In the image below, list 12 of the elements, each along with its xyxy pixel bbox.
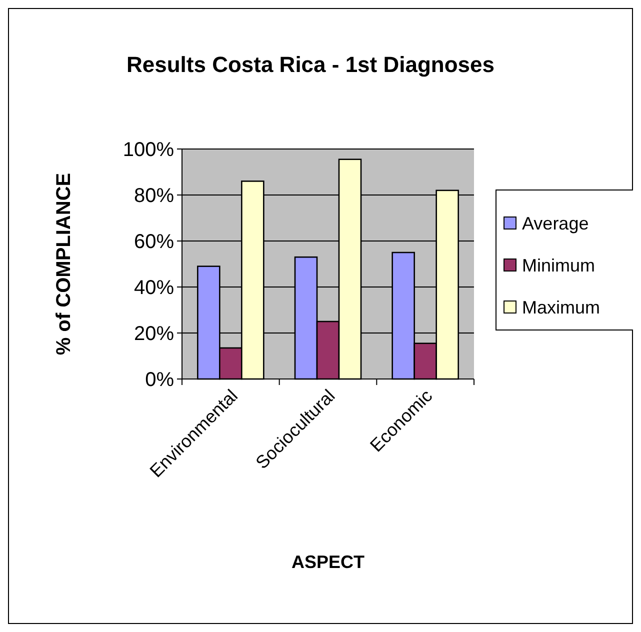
legend-label: Maximum: [522, 297, 600, 318]
y-tick-label: 80%: [134, 185, 174, 207]
legend-label: Minimum: [522, 255, 596, 276]
y-tick-label: 60%: [134, 231, 174, 253]
y-tick-label: 40%: [134, 277, 174, 299]
y-tick-label: 0%: [145, 369, 174, 391]
y-axis-title: % of COMPLIANCE: [53, 172, 75, 356]
y-tick-label: 100%: [122, 139, 174, 161]
legend-label: Average: [522, 213, 589, 234]
x-axis-title: ASPECT: [291, 552, 365, 572]
y-tick-label: 20%: [134, 323, 174, 345]
chart-title: Results Costa Rica - 1st Diagnoses: [126, 52, 495, 77]
